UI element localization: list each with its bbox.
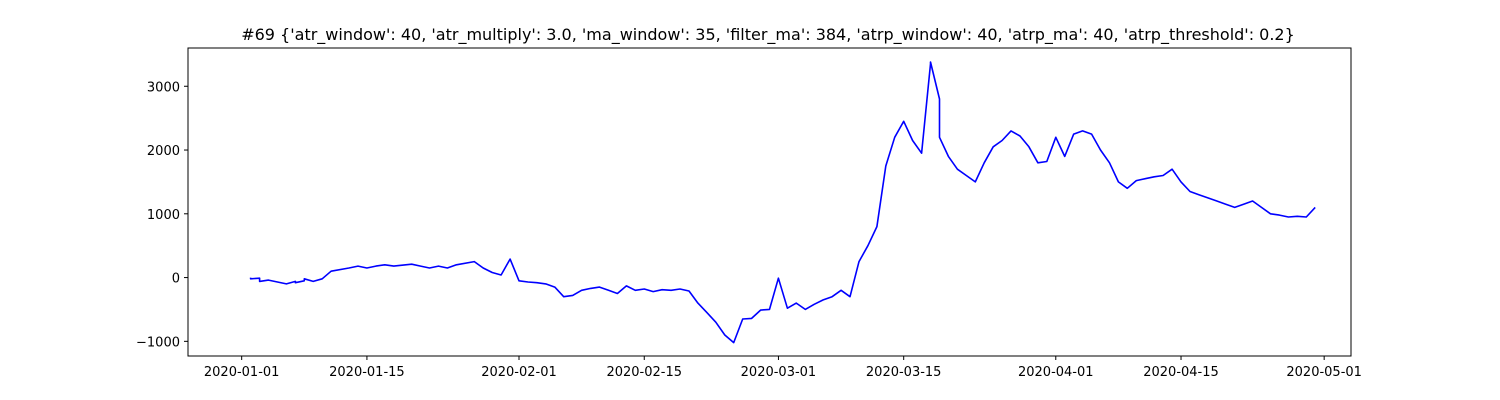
y-tick-label: −1000 [136,335,180,350]
x-tick-label: 2020-03-15 [866,365,942,380]
x-axis: 2020-01-01 2020-01-15 2020-02-01 2020-02-15… [204,356,1362,380]
x-tick-label: 2020-03-01 [741,365,817,380]
y-tick-label: 0 [172,272,180,287]
x-tick-label: 2020-04-01 [1018,365,1094,380]
x-tick-label: 2020-04-15 [1143,365,1219,380]
plot-area [249,61,1316,344]
x-tick-label: 2020-01-15 [329,365,405,380]
chart-title: #69 {'atr_window': 40, 'atr_multiply': 3… [241,25,1295,45]
axes-frame [187,47,1352,357]
y-tick-label: 3000 [147,80,180,95]
y-axis: −1000 0 1000 2000 3000 [136,80,188,350]
x-tick-label: 2020-01-01 [204,365,280,380]
x-tick-label: 2020-02-15 [606,365,682,380]
series-line [249,61,1316,344]
y-tick-label: 2000 [147,144,180,159]
x-tick-label: 2020-05-01 [1286,365,1362,380]
x-tick-label: 2020-02-01 [481,365,557,380]
y-tick-label: 1000 [147,208,180,223]
